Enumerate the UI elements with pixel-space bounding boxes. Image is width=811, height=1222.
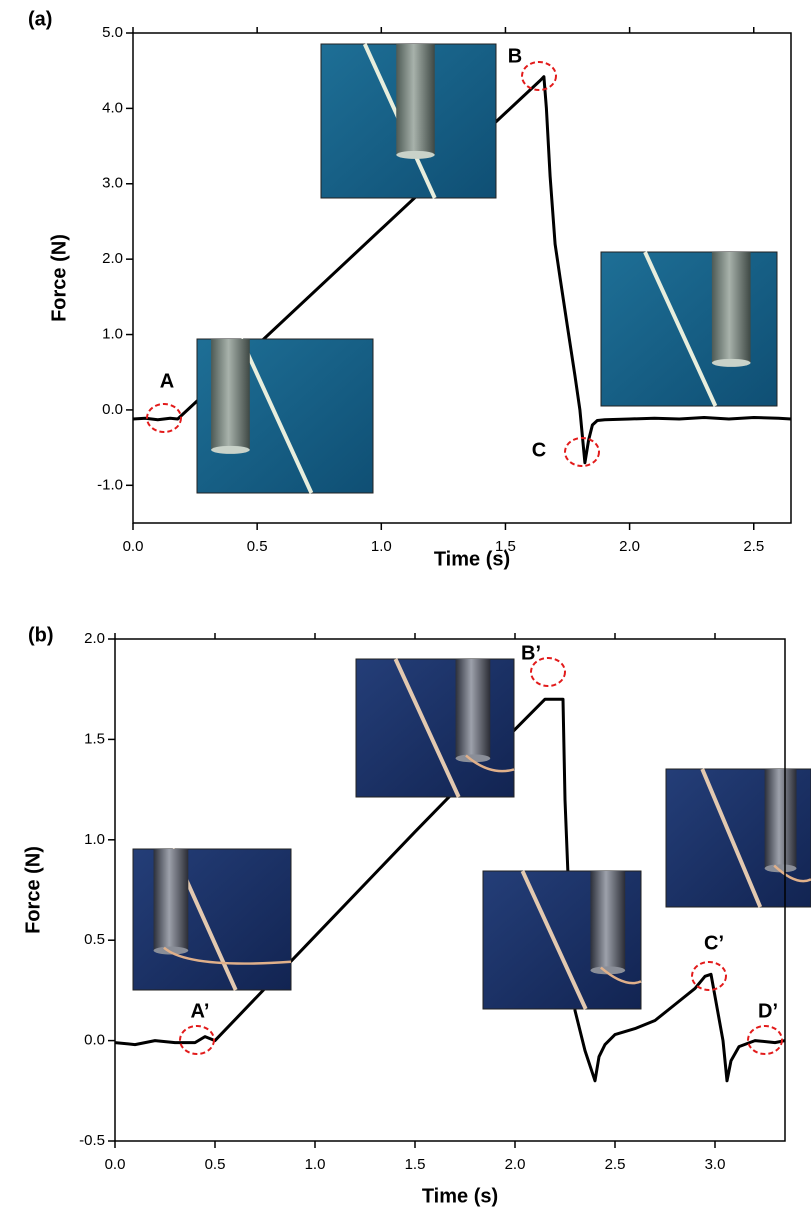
inset-stripe: [643, 251, 718, 407]
inset-stripe: [700, 768, 763, 908]
inset-rod: [590, 871, 626, 971]
y-axis-label: Force (N): [48, 234, 70, 322]
annotation-circle: [691, 961, 727, 991]
x-tick-label: 0.0: [105, 1156, 126, 1173]
x-tick-label: 1.0: [371, 538, 392, 555]
inset-rod-base: [764, 864, 797, 873]
panel-label: (a): [28, 8, 52, 30]
annotation-label: C’: [704, 932, 724, 954]
inset-wire: [465, 754, 515, 773]
x-axis-label: Time (s): [434, 548, 510, 570]
annotation-label: C: [532, 439, 546, 461]
x-tick-label: 0.5: [205, 1156, 226, 1173]
annotation-label: A’: [191, 1000, 210, 1022]
x-tick-label: 0.0: [123, 538, 144, 555]
y-tick-label: -0.5: [79, 1132, 105, 1149]
chart-panel: 0.0 0.5 1.0 1.5 2.0 2.5 -1.0 0.0 1.0 2.0 3.0 4.0 5.0…: [28, 8, 792, 570]
annotation-label: B’: [521, 642, 541, 664]
y-tick-label: 4.0: [102, 99, 123, 116]
x-tick-label: 1.5: [495, 538, 516, 555]
annotation-label: B: [508, 45, 522, 67]
y-tick-label: 1.5: [84, 730, 105, 747]
inset-rod-base: [711, 358, 751, 367]
x-tick-label: 2.0: [505, 1156, 526, 1173]
chart-panel: 0.0 0.5 1.0 1.5 2.0 2.5 3.0-0.50.00.51.01.52.0…: [22, 624, 811, 1207]
annotation-circle: [146, 403, 182, 433]
y-tick-label: 1.0: [84, 831, 105, 848]
y-tick-label: -1.0: [97, 476, 123, 493]
inset-rod: [711, 252, 751, 363]
inset-rod-base: [590, 966, 626, 975]
inset-rod-base: [153, 946, 189, 955]
inset-stripe: [393, 658, 461, 798]
inset-rod: [455, 659, 491, 759]
y-tick-label: 3.0: [102, 175, 123, 192]
y-tick-label: 5.0: [102, 24, 123, 41]
inset-rod: [764, 769, 797, 869]
x-tick-label: 3.0: [705, 1156, 726, 1173]
annotation-circle: [521, 61, 557, 91]
force-line: [115, 697, 785, 1083]
annotation-circle: [179, 1025, 215, 1055]
inset-rod: [396, 44, 435, 155]
inset-rod: [153, 849, 189, 951]
annotation-label: D’: [758, 1000, 778, 1022]
y-axis-label: Force (N): [22, 846, 44, 934]
y-tick-label: 0.0: [84, 1032, 105, 1049]
inset-rod-base: [396, 150, 435, 159]
x-tick-label: 2.0: [619, 538, 640, 555]
x-tick-label: 1.0: [305, 1156, 326, 1173]
inset-wire: [773, 864, 811, 883]
annotation-label: A: [160, 370, 174, 392]
inset-stripe: [239, 338, 314, 494]
plot-frame: [132, 32, 792, 524]
x-tick-label: 2.5: [605, 1156, 626, 1173]
annotation-circle: [564, 437, 600, 467]
y-tick-label: 2.0: [102, 250, 123, 267]
inset-stripe: [520, 870, 588, 1010]
panel-label: (b): [28, 624, 54, 646]
inset-wire: [163, 946, 292, 965]
inset-rod-base: [455, 754, 491, 763]
y-tick-label: 2.0: [84, 630, 105, 647]
x-tick-label: 1.5: [405, 1156, 426, 1173]
plot-frame: [114, 638, 786, 1142]
x-tick-label: 2.5: [743, 538, 764, 555]
x-tick-label: 0.5: [247, 538, 268, 555]
annotation-circle: [530, 657, 566, 687]
inset-wire: [600, 966, 642, 985]
y-tick-label: 0.0: [102, 401, 123, 418]
inset-rod: [211, 339, 250, 450]
annotation-circle: [747, 1025, 783, 1055]
inset-rod-base: [211, 445, 250, 454]
y-tick-label: 0.5: [84, 931, 105, 948]
x-axis-label: Time (s): [422, 1185, 498, 1207]
y-tick-label: 1.0: [102, 326, 123, 343]
